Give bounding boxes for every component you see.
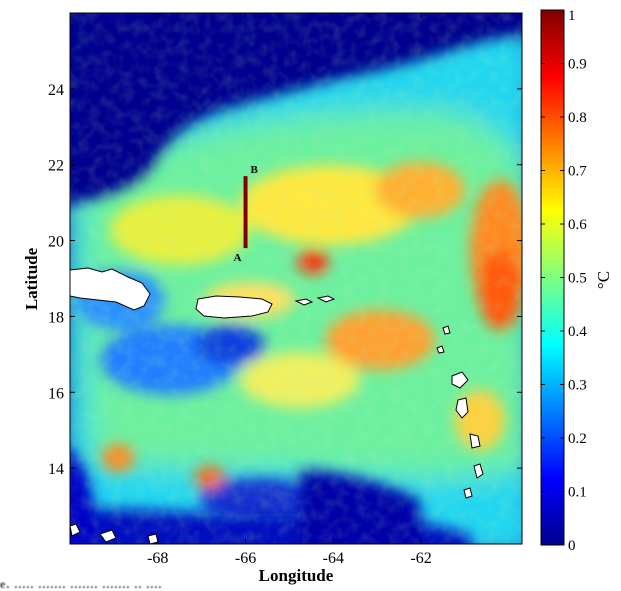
caption-fragment: e. ..... ....... ....... ....... .. ....: [0, 577, 163, 591]
section-start-label: A: [234, 252, 242, 264]
lesser-antilles-islands: [70, 325, 484, 544]
section-end-label: B: [251, 164, 259, 176]
section-line-a-b: A B: [234, 164, 259, 264]
colorbar-tick-label: 0.9: [568, 57, 587, 73]
sst-field: [70, 13, 522, 544]
plot-frame: [69, 12, 523, 545]
y-axis-title: Latitude: [22, 247, 41, 310]
colorbar-tick-label: 0.2: [568, 431, 587, 447]
y-tick-label: 18: [48, 309, 64, 326]
virgin-islands: [294, 295, 336, 306]
x-axis-ticks: -68 -66 -64 -62: [147, 13, 432, 567]
colorbar-tick-label: 0.6: [568, 217, 587, 233]
x-tick-label: -64: [323, 550, 344, 567]
y-tick-label: 24: [48, 82, 64, 99]
y-tick-label: 20: [48, 234, 64, 251]
x-axis-title: Longitude: [259, 566, 334, 585]
colorbar-tick-label: 0.7: [568, 164, 587, 180]
colorbar-tick-label: 0.8: [568, 110, 587, 126]
colorbar-tick-label: 0.3: [568, 378, 587, 394]
x-tick-label: -66: [235, 550, 256, 567]
colorbar-tick-label: 0.4: [568, 324, 587, 340]
colorbar: 0 0.1 0.2 0.3 0.4 0.5 0.6 0.7 0.8 0.9 1 °C: [540, 8, 613, 554]
y-axis-ticks: 14 16 18 20 22 24: [48, 82, 522, 478]
colorbar-tick-label: 0.1: [568, 485, 587, 501]
puerto-rico-coast: [195, 295, 273, 319]
x-tick-label: -68: [147, 550, 168, 567]
colorbar-ticks: 0 0.1 0.2 0.3 0.4 0.5 0.6 0.7 0.8 0.9 1: [541, 8, 587, 554]
y-tick-label: 22: [48, 158, 64, 175]
y-tick-label: 16: [48, 385, 64, 402]
colorbar-tick-label: 0: [568, 538, 576, 554]
colorbar-tick-label: 1: [568, 8, 576, 24]
x-tick-label: -62: [410, 550, 431, 567]
colorbar-tick-label: 0.5: [568, 271, 587, 287]
land-masses: [70, 267, 484, 544]
colorbar-unit-label: °C: [594, 271, 613, 289]
y-tick-label: 14: [48, 461, 64, 478]
hispaniola-coast: [70, 267, 151, 311]
